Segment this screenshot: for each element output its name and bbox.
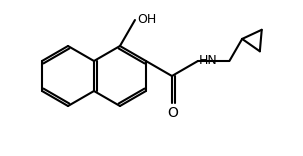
Text: O: O bbox=[168, 106, 178, 120]
Text: HN: HN bbox=[199, 54, 218, 66]
Text: OH: OH bbox=[137, 12, 156, 26]
